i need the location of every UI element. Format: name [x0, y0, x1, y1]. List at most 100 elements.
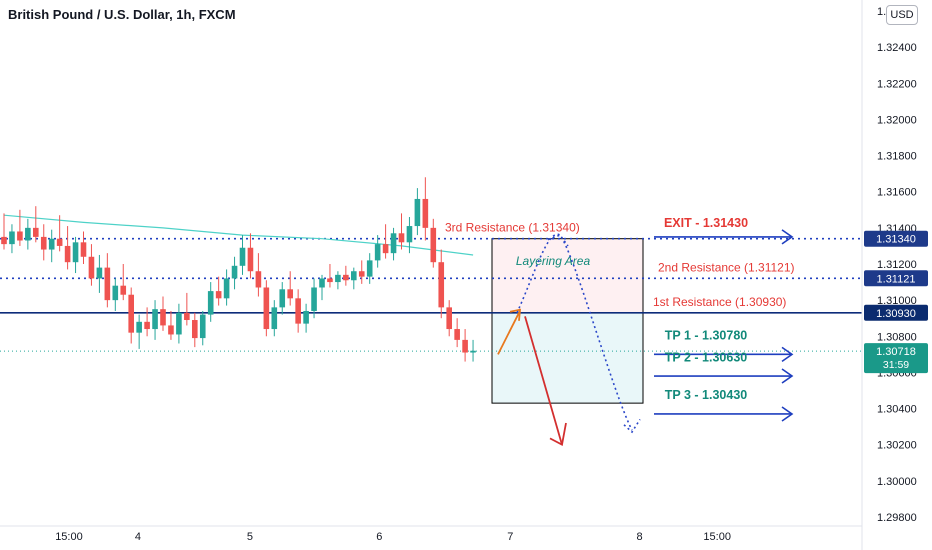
candle-body: [25, 227, 31, 241]
target-arrowhead: [781, 229, 794, 245]
target-arrowhead: [781, 406, 794, 422]
candle-body: [1, 236, 7, 245]
candle-body: [398, 233, 405, 243]
candle-body: [64, 245, 71, 263]
target-annotations: EXIT - 1.31430 TP 1 - 1.30780 TP 2 - 1.306…: [654, 216, 794, 422]
currency-button[interactable]: USD: [886, 5, 918, 25]
time-tick-label: 15:00: [703, 531, 731, 543]
time-tick-label: 15:00: [55, 531, 83, 543]
time-tick-label: 6: [376, 531, 382, 543]
target-arrowhead: [781, 368, 794, 384]
resistance-levels: 3rd Resistance (1.31340) 2nd Resistance (…: [0, 221, 862, 352]
candlestick-series: [1, 177, 476, 362]
candle-body: [319, 278, 325, 288]
candle-body: [454, 329, 460, 340]
candle-body: [335, 274, 341, 283]
tag-r2-text: 1.31121: [877, 273, 916, 285]
candle-body: [279, 289, 286, 308]
target-label: TP 1 - 1.30780: [665, 329, 748, 343]
candle-body: [88, 256, 95, 279]
price-tick-label: 1.31600: [877, 187, 917, 199]
candle-body: [231, 265, 238, 279]
candle-body: [366, 260, 373, 277]
candle-body: [311, 287, 317, 311]
projected-path: [516, 233, 633, 431]
layering-zone: [492, 238, 643, 313]
price-tick-label: 1.30200: [877, 440, 917, 452]
candle-body: [40, 236, 47, 250]
candle-body: [184, 312, 190, 321]
trade-box-outline: [491, 238, 644, 404]
candle-body: [199, 314, 206, 339]
candle-body: [80, 242, 87, 257]
candle-body: [295, 298, 301, 324]
short-arrowhead: [549, 422, 567, 447]
candle-body: [192, 320, 198, 339]
candle-body: [207, 291, 214, 315]
current-price-text: 1.30718: [876, 346, 916, 358]
candle-body: [96, 267, 103, 279]
candle-body: [9, 231, 15, 245]
price-tick-label: 1.32000: [877, 114, 917, 126]
candle-body: [303, 310, 309, 324]
bar-countdown-text: 31:59: [883, 359, 909, 371]
projected-peak: [547, 234, 569, 247]
candle-body: [112, 285, 119, 301]
time-axis[interactable]: 15:00 4 5 6 7 8 15:00: [0, 525, 862, 543]
price-tick-label: 1.32400: [877, 42, 917, 54]
candle-body: [152, 309, 158, 330]
candle-body: [351, 271, 357, 281]
long-entry-arrow: [497, 310, 521, 355]
chart-title: British Pound / U.S. Dollar, 1h, FXCM: [8, 7, 236, 22]
candle-body: [287, 289, 293, 299]
candle-body: [263, 287, 270, 330]
price-tick-label: 1.31200: [877, 259, 917, 271]
candle-body: [462, 339, 468, 353]
long-entry-arrowhead: [509, 308, 522, 321]
candle-body: [136, 321, 142, 333]
resistance-label: 3rd Resistance (1.31340): [445, 221, 580, 235]
candle-body: [120, 285, 127, 295]
price-tick-label: 1.31000: [877, 295, 917, 307]
time-tick-label: 8: [637, 531, 643, 543]
candle-body: [414, 198, 421, 227]
candle-body: [446, 307, 452, 330]
candle-body: [247, 247, 254, 272]
tag-r3: [864, 230, 928, 247]
candle-body: [239, 247, 246, 266]
candle-body: [72, 242, 79, 263]
target-label: TP 2 - 1.30630: [665, 350, 748, 364]
candle-body: [382, 244, 389, 254]
tag-r1: [864, 304, 928, 321]
short-arrow: [524, 316, 563, 445]
candle-body: [374, 244, 381, 261]
tag-current-price: [864, 343, 928, 374]
tag-r1-text: 1.30930: [876, 308, 916, 320]
candle-body: [438, 262, 445, 308]
candle-body: [176, 312, 182, 335]
candle-body: [17, 231, 23, 241]
layering-area-label: Layering Area: [516, 254, 591, 268]
time-tick-label: 5: [247, 531, 253, 543]
candle-body: [255, 271, 262, 288]
candle-body: [48, 238, 55, 250]
tag-r2: [864, 270, 928, 287]
price-tick-label: 1.30000: [877, 476, 917, 488]
candle-body: [160, 309, 166, 326]
candle-body: [168, 325, 174, 335]
candle-body: [33, 227, 39, 237]
target-zone: [492, 312, 643, 404]
candle-body: [343, 274, 349, 281]
candle-body: [390, 233, 397, 254]
resistance-label: 2nd Resistance (1.31121): [658, 260, 795, 274]
candle-body: [470, 350, 476, 353]
resistance-label: 1st Resistance (1.30930): [653, 295, 786, 309]
price-tick-label: 1.32200: [877, 78, 917, 90]
candle-body: [430, 227, 437, 263]
candle-body: [358, 271, 365, 277]
target-label: EXIT - 1.31430: [664, 216, 748, 230]
projected-path-end: [623, 418, 641, 434]
candle-body: [223, 278, 230, 299]
